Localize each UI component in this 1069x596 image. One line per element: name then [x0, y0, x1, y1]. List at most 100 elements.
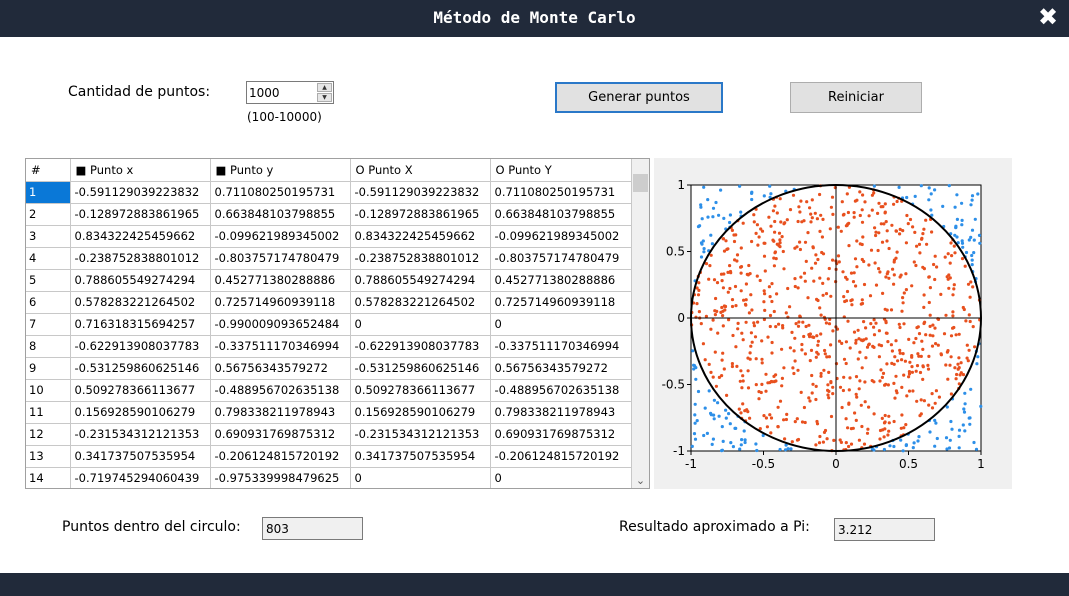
table-row[interactable]: 14 -0.719745294060439 -0.975339998479625 0 0: [26, 467, 632, 488]
scrollbar-thumb[interactable]: [633, 174, 648, 192]
points-table[interactable]: # ■ Punto x ■ Punto y O Punto X O Punto …: [25, 158, 650, 489]
table-row[interactable]: 10 0.509278366113677 -0.488956702635138 0.5…: [26, 379, 632, 402]
cell-point-y[interactable]: 0.798338211978943: [210, 401, 351, 424]
scroll-down-icon[interactable]: ⌄: [635, 474, 646, 487]
cell-index[interactable]: 2: [26, 203, 71, 226]
cell-circle-x[interactable]: 0: [350, 467, 491, 488]
cell-point-y[interactable]: 0.725714960939118: [210, 291, 351, 314]
table-row[interactable]: 13 0.341737507535954 -0.206124815720192 0.3…: [26, 445, 632, 468]
cell-point-y[interactable]: 0.663848103798855: [210, 203, 351, 226]
cell-point-x[interactable]: 0.788605549274294: [70, 269, 211, 292]
table-row[interactable]: 12 -0.231534312121353 0.690931769875312 -0.…: [26, 423, 632, 446]
close-icon[interactable]: ✖: [1037, 3, 1059, 31]
cell-point-x[interactable]: -0.719745294060439: [70, 467, 211, 488]
cell-point-x[interactable]: 0.156928590106279: [70, 401, 211, 424]
scroll-up-icon[interactable]: [632, 159, 649, 173]
table-row[interactable]: 5 0.788605549274294 0.452771380288886 0.788…: [26, 269, 632, 292]
table-row[interactable]: 1 -0.591129039223832 0.711080250195731 -0.5…: [26, 181, 632, 204]
cell-index[interactable]: 11: [26, 401, 71, 424]
column-header-point-y[interactable]: ■ Punto y: [210, 159, 351, 182]
cell-point-x[interactable]: -0.622913908037783: [70, 335, 211, 358]
cell-circle-y[interactable]: -0.803757174780479: [490, 247, 632, 270]
cell-circle-x[interactable]: -0.622913908037783: [350, 335, 491, 358]
table-row[interactable]: 6 0.578283221264502 0.725714960939118 0.578…: [26, 291, 632, 314]
cell-point-x[interactable]: -0.531259860625146: [70, 357, 211, 380]
cell-circle-x[interactable]: 0: [350, 313, 491, 336]
cell-point-x[interactable]: 0.578283221264502: [70, 291, 211, 314]
cell-index[interactable]: 5: [26, 269, 71, 292]
table-row[interactable]: 11 0.156928590106279 0.798338211978943 0.15…: [26, 401, 632, 424]
cell-circle-y[interactable]: 0.663848103798855: [490, 203, 632, 226]
cell-point-y[interactable]: -0.975339998479625: [210, 467, 351, 488]
cell-index[interactable]: 10: [26, 379, 71, 402]
cell-point-y[interactable]: -0.990009093652484: [210, 313, 351, 336]
cell-point-y[interactable]: -0.337511170346994: [210, 335, 351, 358]
cell-point-y[interactable]: 0.711080250195731: [210, 181, 351, 204]
cell-circle-x[interactable]: -0.128972883861965: [350, 203, 491, 226]
cell-circle-x[interactable]: 0.788605549274294: [350, 269, 491, 292]
column-header-point-x[interactable]: ■ Punto x: [70, 159, 211, 182]
reset-button[interactable]: Reiniciar: [790, 82, 922, 113]
cell-point-x[interactable]: 0.509278366113677: [70, 379, 211, 402]
cell-point-x[interactable]: -0.238752838801012: [70, 247, 211, 270]
spin-down-icon[interactable]: ▼: [317, 93, 332, 102]
cell-point-x[interactable]: -0.128972883861965: [70, 203, 211, 226]
cell-index[interactable]: 8: [26, 335, 71, 358]
points-count-input[interactable]: [249, 84, 315, 101]
cell-circle-y[interactable]: 0.711080250195731: [490, 181, 632, 204]
cell-point-y[interactable]: 0.690931769875312: [210, 423, 351, 446]
cell-point-y[interactable]: -0.488956702635138: [210, 379, 351, 402]
cell-index[interactable]: 4: [26, 247, 71, 270]
column-header-circle-x[interactable]: O Punto X: [350, 159, 491, 182]
cell-circle-x[interactable]: 0.341737507535954: [350, 445, 491, 468]
cell-circle-x[interactable]: 0.834322425459662: [350, 225, 491, 248]
cell-circle-y[interactable]: -0.099621989345002: [490, 225, 632, 248]
cell-point-x[interactable]: 0.341737507535954: [70, 445, 211, 468]
cell-circle-x[interactable]: 0.509278366113677: [350, 379, 491, 402]
cell-index[interactable]: 13: [26, 445, 71, 468]
table-row[interactable]: 4 -0.238752838801012 -0.803757174780479 -0.…: [26, 247, 632, 270]
cell-circle-y[interactable]: 0: [490, 313, 632, 336]
column-header-circle-y[interactable]: O Punto Y: [490, 159, 632, 182]
spin-up-icon[interactable]: ▲: [317, 83, 332, 92]
cell-circle-y[interactable]: 0.690931769875312: [490, 423, 632, 446]
column-header-index[interactable]: #: [26, 159, 71, 182]
cell-point-x[interactable]: -0.231534312121353: [70, 423, 211, 446]
table-scrollbar[interactable]: ⌄: [632, 159, 649, 488]
cell-point-y[interactable]: 0.56756343579272: [210, 357, 351, 380]
table-row[interactable]: 8 -0.622913908037783 -0.337511170346994 -0.…: [26, 335, 632, 358]
cell-circle-x[interactable]: 0.578283221264502: [350, 291, 491, 314]
cell-circle-x[interactable]: -0.591129039223832: [350, 181, 491, 204]
cell-point-y[interactable]: 0.452771380288886: [210, 269, 351, 292]
cell-circle-y[interactable]: -0.488956702635138: [490, 379, 632, 402]
cell-circle-y[interactable]: 0: [490, 467, 632, 488]
cell-index[interactable]: 6: [26, 291, 71, 314]
cell-point-y[interactable]: -0.206124815720192: [210, 445, 351, 468]
cell-circle-x[interactable]: -0.238752838801012: [350, 247, 491, 270]
cell-index[interactable]: 3: [26, 225, 71, 248]
cell-circle-x[interactable]: -0.231534312121353: [350, 423, 491, 446]
generate-points-button[interactable]: Generar puntos: [555, 82, 723, 113]
cell-index[interactable]: 1: [26, 181, 71, 204]
cell-index[interactable]: 7: [26, 313, 71, 336]
cell-circle-y[interactable]: 0.56756343579272: [490, 357, 632, 380]
cell-index[interactable]: 12: [26, 423, 71, 446]
cell-index[interactable]: 14: [26, 467, 71, 488]
cell-index[interactable]: 9: [26, 357, 71, 380]
cell-point-y[interactable]: -0.099621989345002: [210, 225, 351, 248]
cell-circle-y[interactable]: 0.452771380288886: [490, 269, 632, 292]
table-row[interactable]: 7 0.716318315694257 -0.990009093652484 0 0: [26, 313, 632, 336]
cell-point-x[interactable]: -0.591129039223832: [70, 181, 211, 204]
table-row[interactable]: 9 -0.531259860625146 0.56756343579272 -0.53…: [26, 357, 632, 380]
cell-point-y[interactable]: -0.803757174780479: [210, 247, 351, 270]
points-count-stepper[interactable]: ▲ ▼: [246, 81, 334, 104]
cell-point-x[interactable]: 0.716318315694257: [70, 313, 211, 336]
cell-circle-y[interactable]: 0.725714960939118: [490, 291, 632, 314]
cell-circle-x[interactable]: 0.156928590106279: [350, 401, 491, 424]
cell-circle-y[interactable]: -0.337511170346994: [490, 335, 632, 358]
table-row[interactable]: 3 0.834322425459662 -0.099621989345002 0.83…: [26, 225, 632, 248]
cell-circle-x[interactable]: -0.531259860625146: [350, 357, 491, 380]
cell-circle-y[interactable]: 0.798338211978943: [490, 401, 632, 424]
cell-circle-y[interactable]: -0.206124815720192: [490, 445, 632, 468]
table-row[interactable]: 2 -0.128972883861965 0.663848103798855 -0.1…: [26, 203, 632, 226]
